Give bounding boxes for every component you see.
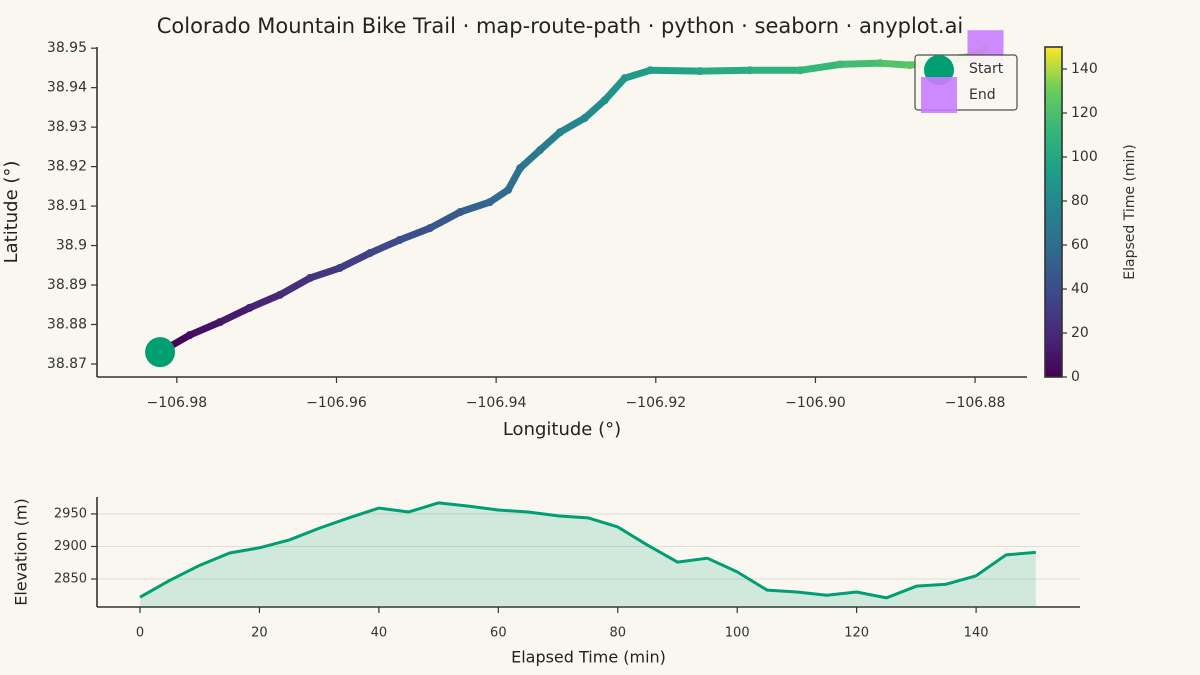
y-tick-label: 38.87 [47,356,87,372]
route-point [745,66,754,75]
route-segment [504,164,524,194]
colorbar [1044,46,1063,378]
route-point [215,318,224,327]
y-tick-label: 38.94 [47,80,87,96]
x-tick-label: 40 [371,626,388,641]
x-tick-label: −106.92 [625,395,686,411]
route-segment [516,146,544,172]
colorbar-tick-label: 40 [1071,281,1089,297]
x-tick-label: 140 [964,626,989,641]
y-tick-label: 38.89 [47,277,87,293]
route-point [425,224,434,233]
route-segment [276,274,314,299]
x-axis-label: Longitude (°) [503,419,621,440]
y-tick-label: 38.88 [47,317,87,333]
y-tick-label: 2850 [54,572,87,587]
x-tick-label: 80 [609,626,626,641]
y-tick-label: 38.9 [56,238,87,254]
route-point [556,128,565,137]
y-tick-label: 38.92 [47,159,87,175]
route-segment [601,74,629,104]
legend-swatch [921,77,957,113]
route-segment [621,66,654,82]
route-segment [336,249,374,272]
route-point [335,264,344,273]
title: Colorado Mountain Bike Trail · map-route… [157,14,964,38]
x-tick-label: 20 [251,626,268,641]
route-segment [876,59,914,69]
route-point [836,60,845,69]
y-tick-label: 38.95 [47,40,87,56]
route-segment [556,114,589,136]
y-tick-label: 2950 [54,506,87,521]
route-point [600,96,609,105]
route-point [275,290,284,299]
x-tick-label: 60 [490,626,507,641]
colorbar-tick-label: 60 [1071,237,1089,253]
y-tick-label: 38.93 [47,119,87,135]
x-tick-label: 120 [844,626,869,641]
route-point [245,303,254,312]
legend-label: Start [969,61,1004,77]
y-axis-label: Latitude (°) [1,161,22,264]
route-point [695,67,704,76]
route-segment [581,96,609,122]
route-point [620,74,629,83]
colorbar-tick-label: 140 [1071,61,1098,77]
route-point [876,59,885,68]
route-segment [366,236,404,257]
route-segment [216,304,253,326]
y-axis-label: Elevation (m) [12,498,31,605]
x-tick-label: 0 [136,626,144,641]
start-marker [145,337,176,368]
route-segment [426,208,464,232]
route-segment [186,318,224,339]
route-point [796,66,805,75]
route-point [366,249,375,258]
route-point [646,66,655,75]
x-tick-label: −106.98 [146,395,207,411]
route-point [580,114,589,123]
route-point [516,164,525,173]
colorbar-tick-label: 100 [1071,149,1098,165]
route-point [185,331,194,340]
route-segment [696,66,754,75]
route-segment [245,291,284,312]
route-point [395,236,404,245]
route-point [306,273,315,282]
x-tick-label: 100 [725,626,750,641]
route-segment [796,60,844,74]
x-tick-label: −106.90 [785,395,846,411]
colorbar-tick-label: 80 [1071,193,1089,209]
x-tick-label: −106.88 [945,395,1006,411]
area-fill [139,502,1036,607]
route-segment [396,224,434,244]
y-tick-label: 2900 [54,539,87,554]
colorbar-tick-label: 0 [1071,369,1080,385]
route-segment [536,128,564,154]
route-point [485,198,494,207]
route-point [536,146,545,155]
route-point [456,208,465,216]
y-tick-label: 38.91 [47,198,87,214]
elevation-line [139,501,1036,600]
route-point [905,61,914,70]
x-tick-label: −106.96 [306,395,367,411]
route-segment [646,66,704,75]
route-point [504,185,513,194]
route-segment [306,264,344,282]
colorbar-label: Elapsed Time (min) [1122,144,1138,279]
x-tick-label: −106.94 [466,395,527,411]
colorbar-tick-label: 120 [1071,105,1098,121]
route-segment [836,59,884,68]
x-axis-label: Elapsed Time (min) [511,648,666,667]
route-segment [456,198,494,216]
legend-label: End [969,87,996,103]
colorbar-tick-label: 20 [1071,325,1089,341]
